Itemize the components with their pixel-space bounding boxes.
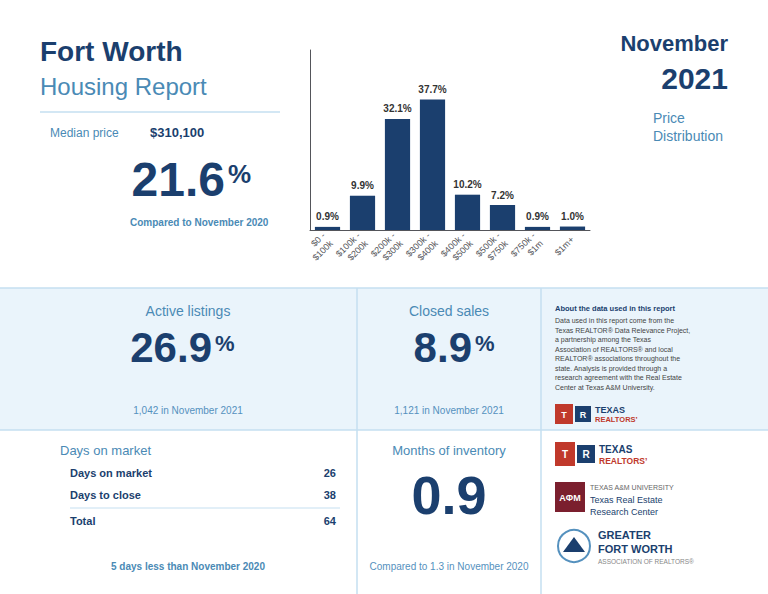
svg-text:T: T: [561, 410, 567, 420]
svg-text:a partnership among the Texas: a partnership among the Texas: [555, 336, 651, 344]
svg-text:1,121 in November 2021: 1,121 in November 2021: [394, 405, 504, 416]
svg-text:%: %: [475, 331, 495, 356]
svg-text:37.7%: 37.7%: [418, 84, 446, 95]
svg-text:ASSOCIATION OF REALTORS®: ASSOCIATION OF REALTORS®: [598, 558, 694, 565]
svg-text:AΦM: AΦM: [559, 493, 580, 503]
svg-text:%: %: [228, 159, 251, 189]
svg-text:TEXAS: TEXAS: [595, 405, 625, 415]
svg-text:TEXAS: TEXAS: [599, 444, 633, 455]
svg-text:$500k: $500k: [451, 238, 476, 263]
svg-text:About the data used in this re: About the data used in this report: [555, 304, 676, 313]
svg-text:Data used in this report come: Data used in this report come from the: [555, 317, 674, 325]
svg-text:Research Center: Research Center: [590, 507, 658, 517]
svg-text:Median price: Median price: [50, 126, 119, 140]
svg-text:$1m+: $1m+: [553, 234, 576, 257]
svg-text:Active listings: Active listings: [146, 303, 231, 319]
svg-text:7.2%: 7.2%: [491, 190, 514, 201]
svg-text:9.9%: 9.9%: [351, 180, 374, 191]
svg-text:8.9: 8.9: [414, 324, 472, 371]
svg-text:$200k: $200k: [346, 238, 371, 263]
svg-text:$400k: $400k: [416, 238, 441, 263]
svg-text:32.1%: 32.1%: [383, 103, 411, 114]
svg-text:T: T: [562, 449, 568, 460]
svg-text:$300k -: $300k -: [403, 230, 433, 259]
svg-text:$300k: $300k: [381, 238, 406, 263]
svg-text:Texas Real Estate: Texas Real Estate: [590, 495, 663, 505]
svg-text:REALTOR® associations througho: REALTOR® associations throughout the: [555, 355, 680, 363]
svg-text:November: November: [620, 31, 728, 56]
svg-text:26.9: 26.9: [130, 324, 212, 371]
svg-text:1.0%: 1.0%: [561, 211, 584, 222]
svg-text:$310,100: $310,100: [150, 125, 204, 140]
svg-text:REALTORS’: REALTORS’: [599, 456, 647, 466]
svg-text:10.2%: 10.2%: [453, 179, 481, 190]
svg-text:Price: Price: [653, 110, 685, 126]
svg-text:1,042 in November 2021: 1,042 in November 2021: [133, 405, 243, 416]
svg-text:$400k -: $400k -: [438, 230, 468, 259]
svg-text:R: R: [580, 410, 587, 420]
svg-text:0.9: 0.9: [411, 465, 486, 525]
svg-text:0.9%: 0.9%: [526, 211, 549, 222]
svg-text:2021: 2021: [661, 62, 728, 95]
svg-text:26: 26: [324, 467, 336, 479]
svg-text:GREATER: GREATER: [598, 529, 651, 541]
svg-text:Days on market: Days on market: [70, 467, 152, 479]
svg-text:$100k: $100k: [311, 238, 336, 263]
svg-text:R: R: [582, 449, 590, 460]
svg-text:$750k: $750k: [486, 238, 511, 263]
svg-text:$100k -: $100k -: [333, 230, 363, 259]
svg-text:$750k -: $750k -: [508, 230, 538, 259]
svg-text:Days on market: Days on market: [60, 443, 151, 458]
svg-text:64: 64: [324, 515, 337, 527]
svg-text:Days to close: Days to close: [70, 489, 141, 501]
svg-text:Association of REALTORS® and l: Association of REALTORS® and local: [555, 346, 673, 353]
svg-text:38: 38: [324, 489, 336, 501]
svg-text:Compared to November 2020: Compared to November 2020: [130, 217, 269, 228]
svg-text:%: %: [215, 331, 235, 356]
svg-text:state. Analysis is provided th: state. Analysis is provided through a: [555, 365, 667, 373]
svg-text:Months of inventory: Months of inventory: [392, 443, 506, 458]
svg-text:Total: Total: [70, 515, 95, 527]
svg-text:Housing Report: Housing Report: [40, 73, 207, 100]
svg-text:5 days less than November 2020: 5 days less than November 2020: [111, 561, 265, 572]
svg-text:$0 -: $0 -: [309, 230, 328, 249]
svg-text:REALTORS’: REALTORS’: [595, 415, 638, 424]
svg-text:Texas REALTOR® Data Relevance: Texas REALTOR® Data Relevance Project,: [555, 327, 690, 335]
svg-text:Closed sales: Closed sales: [409, 303, 489, 319]
svg-text:0.9%: 0.9%: [316, 211, 339, 222]
svg-text:Distribution: Distribution: [653, 128, 723, 144]
svg-text:research agreement with the Re: research agreement with the Real Estate: [555, 374, 682, 382]
svg-text:FORT WORTH: FORT WORTH: [598, 543, 673, 555]
svg-text:$500k -: $500k -: [473, 230, 503, 259]
svg-text:$1m: $1m: [525, 238, 544, 257]
svg-text:Center at Texas A&M University: Center at Texas A&M University.: [555, 384, 655, 392]
svg-text:21.6: 21.6: [132, 153, 225, 206]
svg-text:TEXAS A&M UNIVERSITY: TEXAS A&M UNIVERSITY: [590, 484, 674, 491]
svg-text:Compared to 1.3 in November 20: Compared to 1.3 in November 2020: [370, 561, 529, 572]
svg-text:$200k -: $200k -: [368, 230, 398, 259]
svg-text:Fort Worth: Fort Worth: [40, 36, 183, 67]
